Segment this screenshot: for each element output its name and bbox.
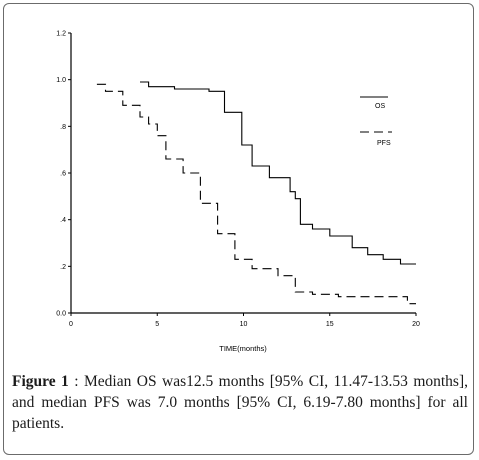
legend-label-pfs: PFS [377, 140, 391, 147]
x-tick-label: 20 [412, 321, 420, 328]
x-tick-label: 15 [326, 321, 334, 328]
chart-axes: 0.0 .2 .4 .6 .8 1.0 1.2 0 5 10 15 20 [56, 31, 420, 329]
y-tick-label: .8 [60, 124, 66, 131]
y-tick-label: .2 [60, 264, 66, 271]
x-tick-label: 0 [69, 321, 73, 328]
figure-frame [3, 3, 474, 455]
x-axis-title: TIME(months) [219, 344, 267, 353]
x-tick-label: 10 [240, 321, 248, 328]
y-tick-label: 1.0 [56, 77, 66, 84]
y-tick-label: .4 [60, 217, 66, 224]
x-tick-label: 5 [155, 321, 159, 328]
series-line-os [140, 81, 416, 265]
legend-label-os: OS [375, 103, 385, 110]
caption-text: : Median OS was12.5 months [95% CI, 11.4… [12, 373, 469, 432]
series-line-pfs [96, 83, 416, 305]
figure-caption: Figure 1 : Median OS was12.5 months [95%… [12, 371, 468, 434]
caption-label: Figure 1 [12, 373, 69, 390]
y-tick-label: .6 [60, 171, 66, 178]
y-tick-label: 1.2 [56, 31, 66, 38]
chart-legend: OS PFS [360, 96, 392, 147]
chart-series [96, 81, 416, 305]
y-tick-label: 0.0 [56, 311, 66, 318]
